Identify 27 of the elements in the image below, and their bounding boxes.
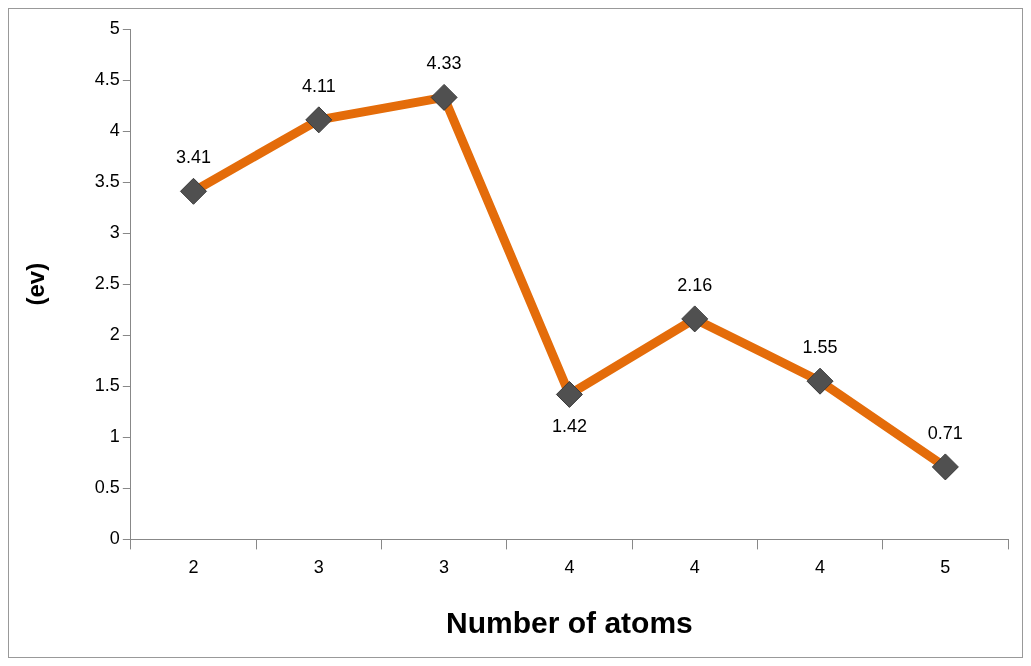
y-tick-label: 4: [109, 120, 120, 141]
y-tick-label: 2.5: [94, 273, 120, 294]
y-tick-label: 2: [109, 324, 120, 345]
data-label: 2.16: [677, 274, 713, 295]
x-tick-label: 5: [940, 557, 951, 578]
x-tick-label: 4: [815, 557, 826, 578]
data-label: 4.33: [426, 53, 462, 74]
data-label: 4.11: [301, 75, 336, 96]
data-label: 3.41: [175, 147, 211, 168]
y-tick-label: 1: [109, 426, 120, 447]
y-tick-label: 5: [109, 17, 120, 38]
y-tick-label: 4.5: [94, 69, 120, 90]
data-label: 1.55: [802, 337, 838, 358]
y-tick-label: 3.5: [94, 171, 120, 192]
y-tick-label: 3: [109, 222, 120, 243]
x-tick-label: 2: [188, 557, 199, 578]
x-axis-title: Number of atoms: [446, 606, 693, 640]
y-tick-label: 0.5: [94, 477, 120, 498]
x-tick-label: 4: [689, 557, 700, 578]
y-axis-title: (ev): [22, 262, 50, 306]
data-label: 1.42: [551, 416, 587, 437]
x-tick-label: 4: [564, 557, 575, 578]
x-tick-label: 3: [439, 557, 450, 578]
y-tick-label: 0: [109, 528, 120, 549]
y-tick-label: 1.5: [94, 375, 120, 396]
data-label: 0.71: [927, 422, 963, 443]
x-tick-label: 3: [313, 557, 324, 578]
